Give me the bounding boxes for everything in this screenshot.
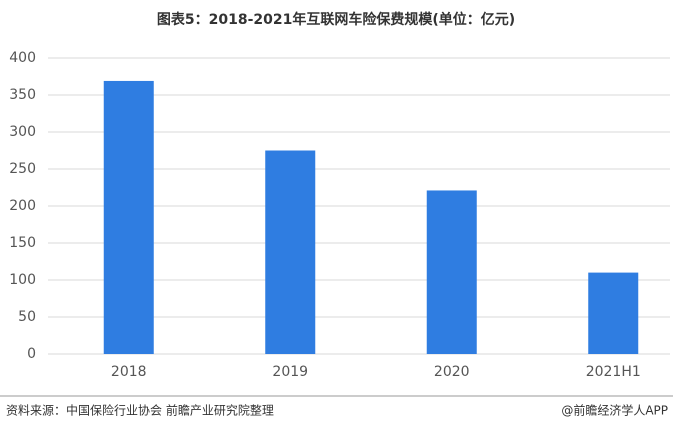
- y-tick-label: 200: [9, 198, 36, 214]
- y-tick-label: 50: [18, 309, 36, 325]
- y-tick-label: 250: [9, 161, 36, 177]
- source-note: 资料来源：中国保险行业协会 前瞻产业研究院整理: [6, 403, 274, 418]
- x-tick-label: 2018: [111, 364, 147, 380]
- x-tick-label: 2020: [434, 364, 470, 380]
- y-tick-label: 0: [27, 346, 36, 362]
- bar: [426, 190, 477, 354]
- bar: [103, 80, 154, 354]
- chart-title: 图表5：2018-2021年互联网车险保费规模(单位：亿元): [157, 11, 515, 28]
- y-tick-label: 150: [9, 235, 36, 251]
- x-tick-label: 2021H1: [586, 364, 641, 380]
- y-tick-label: 100: [9, 272, 36, 288]
- y-tick-label: 350: [9, 87, 36, 103]
- bar: [588, 272, 639, 354]
- bar: [265, 150, 316, 354]
- y-tick-label: 400: [9, 50, 36, 66]
- x-tick-label: 2019: [272, 364, 308, 380]
- credit: @前瞻经济学人APP: [561, 403, 668, 418]
- y-tick-label: 300: [9, 124, 36, 140]
